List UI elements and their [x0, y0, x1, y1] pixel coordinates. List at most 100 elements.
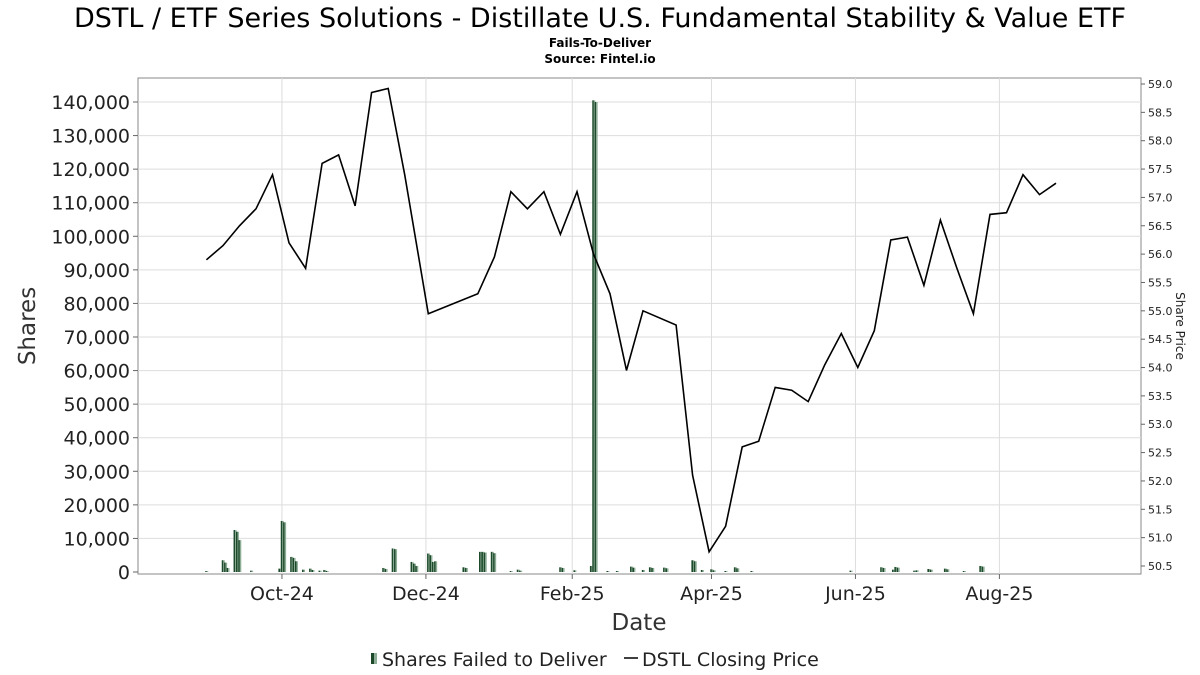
- fails-bar-highlight: [652, 567, 655, 572]
- fails-bar: [221, 560, 224, 572]
- fails-bar: [594, 102, 597, 572]
- legend-bar-swatch-light: [374, 653, 377, 664]
- x-tick-label: Jun-25: [824, 583, 886, 605]
- y-tick-label: 50,000: [64, 394, 130, 416]
- chart-title: DSTL / ETF Series Solutions - Distillate…: [74, 3, 1126, 34]
- fails-bar: [292, 557, 295, 572]
- fails-bar-highlight: [294, 557, 296, 572]
- fails-bar: [382, 567, 384, 572]
- fails-bar-highlight: [435, 561, 438, 572]
- fails-bar: [233, 530, 236, 572]
- legend-label-fails: Shares Failed to Deliver: [382, 649, 607, 671]
- fails-bar-highlight: [327, 570, 329, 572]
- fails-bar: [663, 567, 665, 572]
- fails-bar: [224, 562, 226, 572]
- fails-bar-highlight: [575, 570, 577, 572]
- fails-bar-highlight: [466, 567, 468, 572]
- y-tick-label: 0: [118, 562, 130, 584]
- fails-bar-highlight: [386, 568, 388, 572]
- y-tick-label: 60,000: [64, 361, 130, 383]
- y-tick-label: 100,000: [51, 226, 130, 248]
- fails-bar-highlight: [631, 566, 634, 572]
- legend-label-price: DSTL Closing Price: [642, 649, 819, 671]
- fails-bar: [483, 552, 486, 572]
- y2-tick-label: 58.0: [1148, 135, 1173, 148]
- fails-bar-highlight: [667, 568, 669, 572]
- fails-bar: [750, 570, 752, 572]
- fails-bar: [712, 570, 715, 572]
- fails-bar-highlight: [737, 568, 740, 572]
- fails-bar-highlight: [482, 551, 485, 572]
- fails-bar-highlight: [917, 570, 919, 572]
- fails-bar: [630, 566, 632, 572]
- fails-bar-highlight: [893, 569, 895, 572]
- fails-bar-highlight: [714, 570, 716, 572]
- fails-bar-highlight: [310, 568, 313, 572]
- fails-bar: [913, 570, 915, 572]
- fails-bar: [323, 569, 325, 572]
- fails-bar: [434, 561, 436, 572]
- y2-tick-label: 53.0: [1148, 418, 1173, 431]
- fails-bar: [394, 549, 396, 572]
- y2-tick-label: 58.5: [1148, 106, 1173, 119]
- fails-bar: [632, 567, 634, 572]
- y-axis-label: Shares: [15, 287, 41, 365]
- fails-bar-highlight: [320, 570, 322, 572]
- y2-axis-label: Share Price: [1173, 292, 1187, 360]
- legend-bar-swatch: [371, 653, 374, 664]
- fails-bar-highlight: [414, 563, 416, 572]
- fails-bar: [431, 561, 434, 572]
- fails-bar-highlight: [395, 549, 398, 572]
- fails-bar: [509, 570, 512, 572]
- fails-bar-highlight: [464, 567, 466, 572]
- fails-bar: [412, 563, 415, 572]
- fails-bar-highlight: [383, 567, 386, 572]
- y-tick-label: 30,000: [64, 461, 130, 483]
- y-tick-label: 20,000: [64, 495, 130, 517]
- fails-bar-highlight: [947, 569, 950, 572]
- x-tick-label: Aug-25: [965, 583, 1033, 605]
- fails-bar: [226, 567, 229, 572]
- fails-bar-highlight: [560, 567, 563, 572]
- y-tick-label: 10,000: [64, 528, 130, 550]
- price-line: [205, 87, 1057, 554]
- y-tick-label: 90,000: [64, 260, 130, 282]
- legend: Shares Failed to Deliver DSTL Closing Pr…: [371, 649, 819, 671]
- fails-bar-highlight: [239, 540, 242, 572]
- y-tick-label: 70,000: [64, 327, 130, 349]
- fails-bar: [894, 566, 896, 572]
- fails-bar-highlight: [511, 570, 513, 572]
- y-tick-label: 130,000: [51, 126, 130, 148]
- y2-tick-label: 57.0: [1148, 191, 1173, 204]
- fails-bar-highlight: [313, 569, 315, 572]
- fails-bar-highlight: [433, 561, 435, 572]
- y-tick-label: 40,000: [64, 428, 130, 450]
- fails-bar-highlight: [608, 570, 610, 572]
- y2-tick-label: 53.5: [1148, 390, 1173, 403]
- fails-bar-highlight: [225, 562, 228, 572]
- y2-tick-label: 51.5: [1148, 503, 1173, 516]
- fails-bar: [915, 570, 918, 572]
- fails-bar: [384, 568, 387, 572]
- fails-bar: [391, 548, 394, 572]
- chart-source: Source: Fintel.io: [544, 52, 655, 66]
- fails-bar: [427, 553, 429, 572]
- fails-bar: [283, 522, 285, 572]
- fails-bar-highlight: [643, 569, 645, 572]
- fails-bar: [962, 570, 965, 572]
- fails-bar: [651, 567, 653, 572]
- fails-bar: [235, 531, 238, 572]
- fails-bar: [849, 570, 852, 572]
- fails-bar-highlight: [485, 552, 487, 572]
- fails-bar: [981, 566, 984, 572]
- fails-bar-highlight: [492, 551, 494, 572]
- x-axis-ticks: Oct-24 Dec-24 Feb-25 Apr-25 Jun-25 Aug-25: [250, 574, 1033, 605]
- fails-bar: [410, 561, 413, 572]
- fails-bar-highlight: [223, 560, 225, 572]
- fails-bar-highlight: [303, 569, 305, 572]
- fails-bar-highlight: [695, 561, 697, 572]
- fails-bar: [464, 567, 467, 572]
- fails-bar-highlight: [393, 548, 395, 572]
- y2-tick-label: 54.0: [1148, 362, 1173, 375]
- fails-bar: [311, 569, 314, 572]
